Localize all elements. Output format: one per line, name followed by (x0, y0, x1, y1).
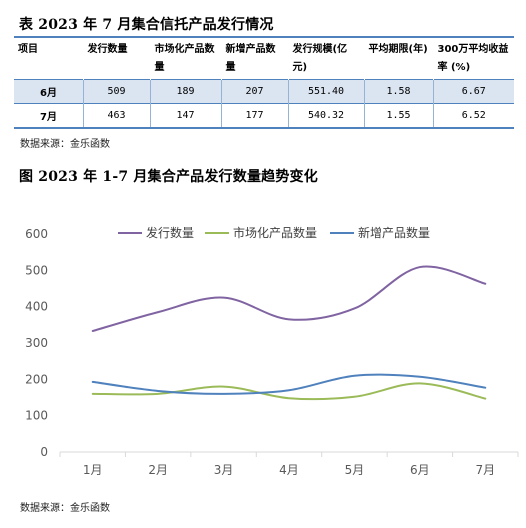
legend-label-market-products: 市场化产品数量 (233, 225, 317, 240)
header-issue-count: 发行数量 (82, 37, 150, 80)
table-cell: 6月 (40, 88, 57, 99)
table-cell: 509 (82, 79, 150, 104)
table-cell: 551.40 (287, 79, 364, 104)
x-tick-label: 5月 (345, 463, 365, 477)
table-row: 6月 509 189 207 551.40 1.58 6.67 (14, 79, 514, 104)
y-tick-label: 100 (25, 409, 48, 423)
series-line-new-products (91, 373, 487, 395)
table-cell: 463 (82, 103, 150, 128)
chart-source-note: 数据来源：金乐函数 (20, 503, 110, 514)
y-tick-label: 200 (25, 372, 48, 386)
table-cell: 189 (149, 79, 221, 104)
table-title: 表 2023 年 7 月集合信托产品发行情况 (19, 17, 274, 33)
series-line-market-products (91, 382, 487, 401)
table-cell: 1.58 (363, 79, 433, 104)
table-cell: 147 (149, 103, 221, 128)
x-tick-label: 4月 (279, 463, 299, 477)
table-cell: 207 (220, 79, 288, 104)
table-cell: 1.55 (363, 103, 433, 128)
table-cell: 6.52 (432, 103, 514, 128)
legend-label-issue-count: 发行数量 (146, 225, 194, 240)
y-tick-label: 600 (25, 227, 48, 241)
series-line-issue-count (91, 265, 487, 333)
header-new-products: 新增产品数量 (220, 37, 288, 80)
y-tick-label: 400 (25, 300, 48, 314)
table-header-row: 项目 发行数量 市场化产品数量 新增产品数量 发行规模(亿元) 平均期限(年) … (14, 37, 514, 80)
x-tick-label: 7月 (475, 463, 495, 477)
table-cell: 540.32 (287, 103, 364, 128)
table-source-note: 数据来源：金乐函数 (20, 139, 110, 150)
issuance-trend-chart: 0 100 200 300 400 500 600 1月 2月 3月 4月 5月 6月 7月 发行数量 市场化… (25, 225, 519, 477)
table-cell: 6.67 (432, 79, 514, 104)
y-tick-label: 0 (40, 445, 48, 459)
y-tick-label: 300 (25, 336, 48, 350)
x-tick-label: 3月 (214, 463, 234, 477)
x-tick-label: 6月 (410, 463, 430, 477)
header-avg-term: 平均期限(年) (363, 37, 433, 80)
header-market-products: 市场化产品数量 (149, 37, 221, 80)
header-issue-scale: 发行规模(亿元) (287, 37, 364, 80)
table-row: 7月 463 147 177 540.32 1.55 6.52 (14, 103, 514, 128)
chart-title: 图 2023 年 1-7 月集合产品发行数量趋势变化 (19, 169, 318, 185)
x-tick-label: 2月 (148, 463, 168, 477)
header-item: 项目 (18, 44, 38, 55)
table-cell: 177 (220, 103, 288, 128)
issuance-table: 项目 发行数量 市场化产品数量 新增产品数量 发行规模(亿元) 平均期限(年) … (14, 36, 514, 129)
header-avg-yield: 300万平均收益率 (%) (432, 37, 514, 80)
y-tick-label: 500 (25, 263, 48, 277)
table-cell: 7月 (40, 111, 57, 123)
legend-label-new-products: 新增产品数量 (358, 225, 430, 240)
x-tick-label: 1月 (83, 463, 103, 477)
